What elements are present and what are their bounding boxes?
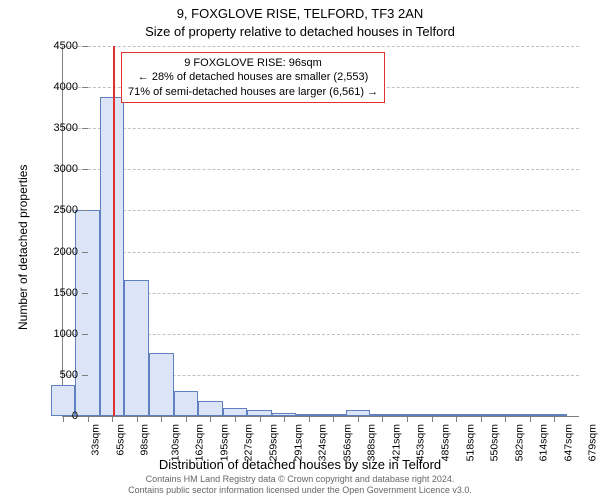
x-tick-label: 388sqm	[366, 424, 378, 461]
annotation-line-2: ← 28% of detached houses are smaller (2,…	[128, 70, 378, 84]
x-tick-label: 130sqm	[169, 424, 181, 461]
gridline	[63, 252, 579, 253]
chart-title-main: 9, FOXGLOVE RISE, TELFORD, TF3 2AN	[0, 6, 600, 21]
x-tick-mark	[505, 416, 506, 422]
x-tick-mark	[186, 416, 187, 422]
histogram-bar	[75, 210, 100, 416]
chart-title-sub: Size of property relative to detached ho…	[0, 24, 600, 39]
x-tick-mark	[432, 416, 433, 422]
x-tick-mark	[235, 416, 236, 422]
x-tick-label: 33sqm	[90, 424, 102, 456]
gridline	[63, 128, 579, 129]
histogram-bar	[198, 401, 223, 416]
x-tick-mark	[333, 416, 334, 422]
footer-line-1: Contains HM Land Registry data © Crown c…	[0, 474, 600, 485]
y-tick-label: 0	[28, 410, 78, 422]
x-tick-label: 259sqm	[267, 424, 279, 461]
x-tick-label: 356sqm	[341, 424, 353, 461]
x-tick-mark	[309, 416, 310, 422]
annotation-line-1: 9 FOXGLOVE RISE: 96sqm	[128, 56, 378, 70]
gridline	[63, 210, 579, 211]
x-tick-label: 614sqm	[538, 424, 550, 461]
property-size-chart: 9, FOXGLOVE RISE, TELFORD, TF3 2AN Size …	[0, 0, 600, 500]
annotation-box: 9 FOXGLOVE RISE: 96sqm← 28% of detached …	[121, 52, 385, 103]
x-tick-label: 324sqm	[317, 424, 329, 461]
x-tick-mark	[358, 416, 359, 422]
x-tick-label: 550sqm	[489, 424, 501, 461]
x-tick-label: 65sqm	[114, 424, 126, 456]
x-tick-label: 582sqm	[513, 424, 525, 461]
x-tick-label: 485sqm	[439, 424, 451, 461]
x-tick-mark	[481, 416, 482, 422]
x-tick-label: 227sqm	[243, 424, 255, 461]
x-tick-mark	[210, 416, 211, 422]
footer-line-2: Contains public sector information licen…	[0, 485, 600, 496]
x-tick-mark	[554, 416, 555, 422]
x-tick-mark	[284, 416, 285, 422]
gridline	[63, 46, 579, 47]
y-tick-label: 500	[28, 369, 78, 381]
reference-line	[113, 46, 115, 416]
x-tick-mark	[530, 416, 531, 422]
y-tick-label: 2000	[28, 246, 78, 258]
gridline	[63, 169, 579, 170]
y-tick-label: 2500	[28, 204, 78, 216]
y-tick-label: 1000	[28, 328, 78, 340]
x-tick-mark	[382, 416, 383, 422]
x-tick-label: 518sqm	[464, 424, 476, 461]
histogram-bar	[174, 391, 199, 416]
histogram-bar	[124, 280, 149, 416]
x-tick-label: 679sqm	[587, 424, 599, 461]
y-tick-label: 3000	[28, 163, 78, 175]
y-tick-label: 4000	[28, 81, 78, 93]
histogram-bar	[100, 97, 125, 416]
x-tick-label: 195sqm	[218, 424, 230, 461]
x-tick-mark	[407, 416, 408, 422]
y-tick-label: 4500	[28, 40, 78, 52]
y-tick-label: 1500	[28, 287, 78, 299]
histogram-bar	[223, 408, 248, 416]
x-tick-mark	[112, 416, 113, 422]
plot-area: 9 FOXGLOVE RISE: 96sqm← 28% of detached …	[62, 46, 579, 417]
annotation-line-3: 71% of semi-detached houses are larger (…	[128, 85, 378, 99]
x-tick-label: 453sqm	[415, 424, 427, 461]
x-tick-mark	[260, 416, 261, 422]
x-tick-label: 421sqm	[390, 424, 402, 461]
x-tick-mark	[456, 416, 457, 422]
chart-footer: Contains HM Land Registry data © Crown c…	[0, 474, 600, 496]
x-tick-label: 98sqm	[139, 424, 151, 456]
x-tick-label: 162sqm	[194, 424, 206, 461]
x-tick-mark	[161, 416, 162, 422]
y-tick-label: 3500	[28, 122, 78, 134]
histogram-bar	[149, 353, 174, 416]
x-tick-label: 291sqm	[292, 424, 304, 461]
x-tick-mark	[137, 416, 138, 422]
x-tick-label: 647sqm	[562, 424, 574, 461]
